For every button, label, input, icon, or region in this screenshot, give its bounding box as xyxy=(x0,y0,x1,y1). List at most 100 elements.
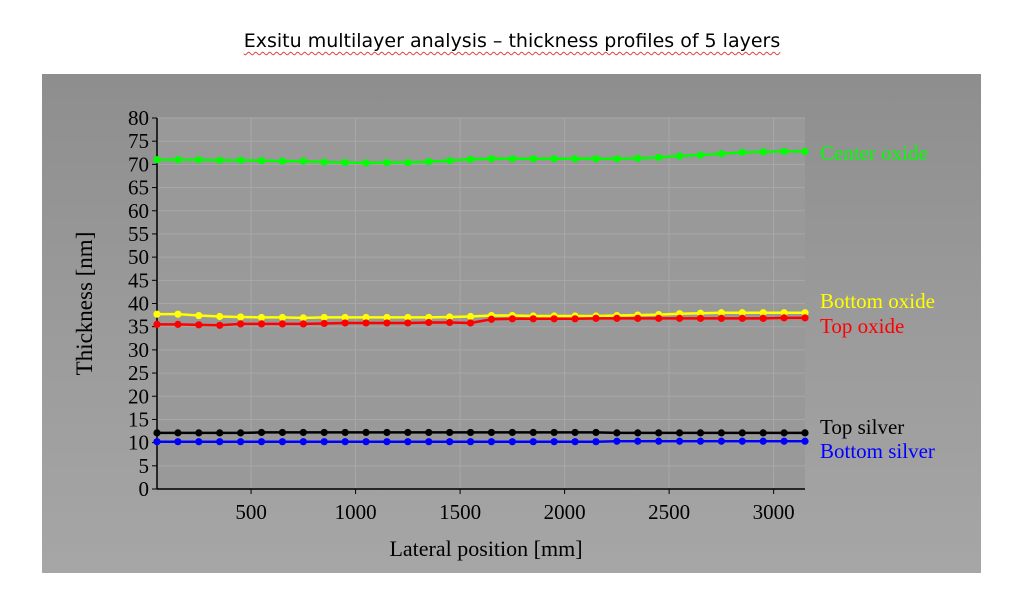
data-point-bottom-oxide xyxy=(446,313,454,321)
data-point-center-oxide xyxy=(341,158,349,167)
series-label-top-oxide: Top oxide xyxy=(820,314,904,338)
data-point-top-silver xyxy=(341,428,349,437)
data-point-bottom-oxide xyxy=(299,314,307,322)
data-point-bottom-silver xyxy=(696,437,705,445)
data-point-center-oxide xyxy=(383,158,391,167)
data-point-top-oxide xyxy=(550,315,558,323)
data-point-bottom-oxide xyxy=(383,313,391,322)
data-point-center-oxide xyxy=(446,157,454,165)
data-point-top-oxide xyxy=(675,314,684,322)
data-point-bottom-oxide xyxy=(759,309,767,317)
x-tick-label: 1000 xyxy=(335,500,377,524)
data-point-top-silver xyxy=(362,428,370,437)
data-point-center-oxide xyxy=(655,153,663,162)
data-point-top-silver xyxy=(613,429,621,437)
data-point-center-oxide xyxy=(195,156,203,164)
data-point-top-silver xyxy=(675,429,684,437)
x-tick-label: 500 xyxy=(235,500,267,524)
data-point-bottom-silver xyxy=(487,438,496,446)
y-tick-label: 10 xyxy=(128,431,149,455)
data-point-bottom-silver xyxy=(508,438,516,446)
y-tick-label: 0 xyxy=(139,477,150,501)
data-point-top-silver xyxy=(257,428,266,437)
data-point-center-oxide xyxy=(216,156,224,164)
data-point-bottom-silver xyxy=(675,437,684,445)
data-point-top-oxide xyxy=(655,314,663,322)
data-point-bottom-silver xyxy=(216,438,224,446)
x-tick-label: 2000 xyxy=(544,500,586,524)
data-point-bottom-silver xyxy=(195,438,203,446)
data-point-top-oxide xyxy=(508,315,516,323)
data-point-bottom-silver xyxy=(383,438,391,446)
data-point-bottom-oxide xyxy=(257,313,266,322)
data-point-top-oxide xyxy=(237,320,245,328)
data-point-bottom-silver xyxy=(425,438,433,446)
data-point-top-oxide xyxy=(425,318,433,327)
data-point-center-oxide xyxy=(257,157,266,165)
y-tick-label: 80 xyxy=(128,106,149,130)
data-point-top-oxide xyxy=(174,320,182,328)
y-tick-label: 30 xyxy=(128,338,149,362)
data-point-bottom-oxide xyxy=(780,309,788,317)
data-point-top-silver xyxy=(299,428,307,437)
data-point-center-oxide xyxy=(634,154,642,162)
data-point-top-silver xyxy=(153,429,161,437)
data-point-center-oxide xyxy=(529,155,537,163)
y-tick-label: 5 xyxy=(139,454,150,478)
data-point-bottom-oxide xyxy=(466,312,475,321)
data-point-center-oxide xyxy=(696,151,705,159)
data-point-bottom-silver xyxy=(801,437,809,445)
x-tick-label: 1500 xyxy=(439,500,481,524)
data-point-top-oxide xyxy=(278,320,287,328)
data-point-bottom-oxide xyxy=(195,311,203,320)
data-point-center-oxide xyxy=(717,150,725,158)
series-label-bottom-oxide: Bottom oxide xyxy=(820,289,935,313)
data-point-center-oxide xyxy=(613,155,621,163)
data-point-bottom-silver xyxy=(634,437,642,445)
data-point-bottom-oxide xyxy=(341,313,349,322)
data-point-top-silver xyxy=(801,429,809,437)
data-point-bottom-silver xyxy=(153,438,161,446)
data-point-top-oxide xyxy=(320,319,328,328)
data-point-top-oxide xyxy=(362,319,370,327)
data-point-top-oxide xyxy=(487,315,496,323)
data-point-top-silver xyxy=(320,428,328,437)
page-title: Exsitu multilayer analysis – thickness p… xyxy=(243,30,781,52)
data-point-bottom-silver xyxy=(446,438,454,446)
series-label-top-silver: Top silver xyxy=(820,415,904,439)
data-point-top-oxide xyxy=(383,319,391,327)
data-point-center-oxide xyxy=(237,156,245,164)
data-point-center-oxide xyxy=(675,152,684,160)
y-tick-label: 75 xyxy=(128,129,149,153)
data-point-bottom-silver xyxy=(362,438,370,446)
y-axis-label: Thickness [nm] xyxy=(72,232,97,376)
data-point-center-oxide xyxy=(153,156,161,164)
data-point-top-oxide xyxy=(341,319,349,327)
data-point-top-oxide xyxy=(801,314,809,322)
data-point-top-oxide xyxy=(216,321,224,329)
data-point-bottom-silver xyxy=(466,438,475,446)
data-point-center-oxide xyxy=(780,147,788,155)
data-point-bottom-oxide xyxy=(738,309,746,317)
data-point-top-oxide xyxy=(404,319,412,327)
data-point-center-oxide xyxy=(362,159,370,167)
data-point-bottom-oxide xyxy=(425,313,433,322)
data-point-bottom-silver xyxy=(717,437,725,445)
data-point-bottom-silver xyxy=(550,438,558,446)
data-point-top-oxide xyxy=(592,314,600,322)
data-point-top-oxide xyxy=(446,318,454,327)
data-point-top-silver xyxy=(237,429,245,437)
data-point-center-oxide xyxy=(592,155,600,163)
data-point-top-silver xyxy=(383,428,391,437)
data-point-top-oxide xyxy=(717,314,725,322)
data-point-center-oxide xyxy=(404,158,412,167)
data-point-bottom-oxide xyxy=(237,313,245,321)
data-point-top-oxide xyxy=(759,314,767,322)
y-tick-label: 15 xyxy=(128,407,149,431)
data-point-center-oxide xyxy=(174,156,182,164)
data-point-top-silver xyxy=(655,429,663,437)
data-point-top-silver xyxy=(738,429,746,437)
data-point-bottom-oxide xyxy=(278,313,287,322)
data-point-top-oxide xyxy=(299,320,307,328)
data-point-bottom-oxide xyxy=(717,309,725,317)
